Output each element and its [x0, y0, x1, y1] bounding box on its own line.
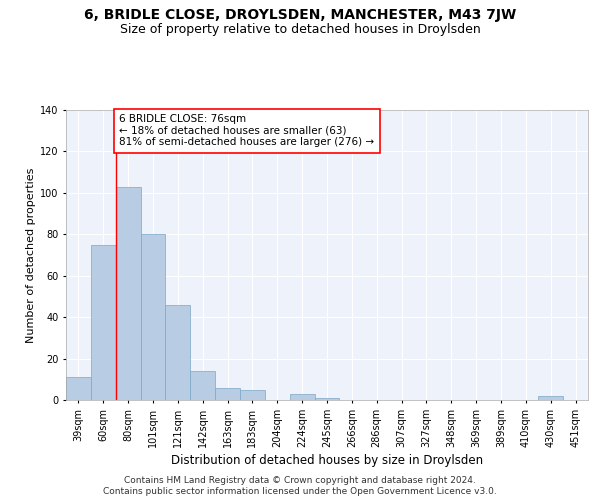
Bar [240, 390, 265, 400]
Bar [538, 396, 563, 400]
Bar [290, 394, 314, 400]
Text: 6, BRIDLE CLOSE, DROYLSDEN, MANCHESTER, M43 7JW: 6, BRIDLE CLOSE, DROYLSDEN, MANCHESTER, … [84, 8, 516, 22]
Text: Contains public sector information licensed under the Open Government Licence v3: Contains public sector information licen… [103, 488, 497, 496]
Bar [215, 388, 240, 400]
Bar [314, 398, 340, 400]
Text: 6 BRIDLE CLOSE: 76sqm
← 18% of detached houses are smaller (63)
81% of semi-deta: 6 BRIDLE CLOSE: 76sqm ← 18% of detached … [119, 114, 374, 148]
Bar [140, 234, 166, 400]
Text: Contains HM Land Registry data © Crown copyright and database right 2024.: Contains HM Land Registry data © Crown c… [124, 476, 476, 485]
Bar [66, 377, 91, 400]
Y-axis label: Number of detached properties: Number of detached properties [26, 168, 35, 342]
Bar [190, 371, 215, 400]
X-axis label: Distribution of detached houses by size in Droylsden: Distribution of detached houses by size … [171, 454, 483, 467]
Bar [116, 186, 140, 400]
Bar [166, 304, 190, 400]
Text: Size of property relative to detached houses in Droylsden: Size of property relative to detached ho… [119, 22, 481, 36]
Bar [91, 244, 116, 400]
